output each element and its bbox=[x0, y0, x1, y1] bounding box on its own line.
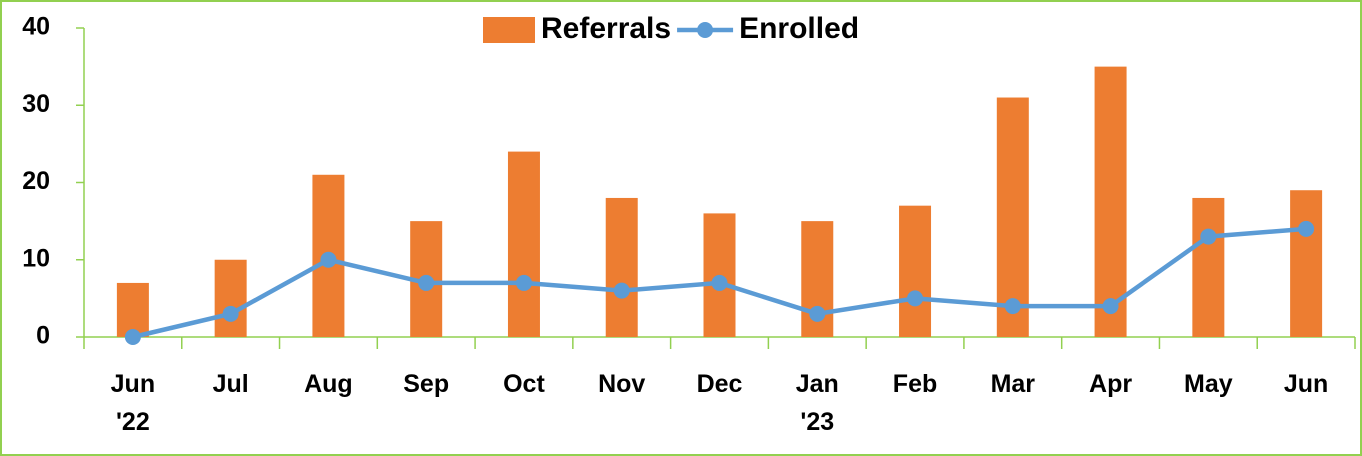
line-marker bbox=[1298, 220, 1315, 237]
x-tick-label: Jun bbox=[1283, 370, 1329, 398]
x-tick-label: May bbox=[1184, 370, 1233, 398]
y-tick-label: 30 bbox=[22, 90, 50, 118]
line-marker bbox=[1004, 298, 1021, 315]
line-marker bbox=[1102, 298, 1119, 315]
y-tick-label: 0 bbox=[36, 322, 50, 350]
legend-swatch-marker bbox=[697, 22, 714, 38]
bar bbox=[507, 151, 540, 337]
line-marker bbox=[320, 251, 337, 268]
x-tick-label: Oct bbox=[503, 370, 545, 398]
legend-label: Enrolled bbox=[739, 12, 859, 45]
line-marker bbox=[907, 290, 924, 307]
y-tick-label: 40 bbox=[22, 13, 50, 41]
bar bbox=[899, 205, 932, 337]
line-marker bbox=[711, 274, 728, 291]
line-marker bbox=[515, 274, 532, 291]
x-tick-label: Jun '22 bbox=[110, 370, 156, 436]
x-tick-label: Nov bbox=[598, 370, 646, 398]
bar bbox=[1094, 66, 1127, 337]
x-tick-label: Mar bbox=[990, 370, 1036, 398]
line-marker bbox=[809, 305, 826, 322]
x-tick-label: Apr bbox=[1089, 370, 1133, 398]
x-tick-label: Sep bbox=[403, 370, 450, 398]
x-tick-label: Dec bbox=[696, 370, 743, 398]
bar bbox=[605, 197, 638, 337]
x-tick-label: Feb bbox=[892, 370, 938, 398]
y-tick-label: 10 bbox=[22, 244, 50, 272]
line-marker bbox=[222, 305, 239, 322]
line-marker bbox=[124, 329, 141, 345]
legend-swatch bbox=[483, 17, 535, 43]
x-tick-label: Jan '23 bbox=[795, 370, 839, 436]
line-marker bbox=[1200, 228, 1217, 245]
bar bbox=[1192, 197, 1225, 337]
bar bbox=[214, 259, 247, 337]
line-marker bbox=[418, 274, 435, 291]
y-tick-label: 20 bbox=[22, 167, 50, 195]
bar bbox=[1290, 190, 1323, 337]
line-marker bbox=[613, 282, 630, 299]
x-tick-label: Jul bbox=[212, 370, 249, 398]
legend-label: Referrals bbox=[541, 12, 671, 45]
bar bbox=[996, 97, 1029, 338]
bar bbox=[116, 282, 149, 337]
x-tick-label: Aug bbox=[304, 370, 353, 398]
